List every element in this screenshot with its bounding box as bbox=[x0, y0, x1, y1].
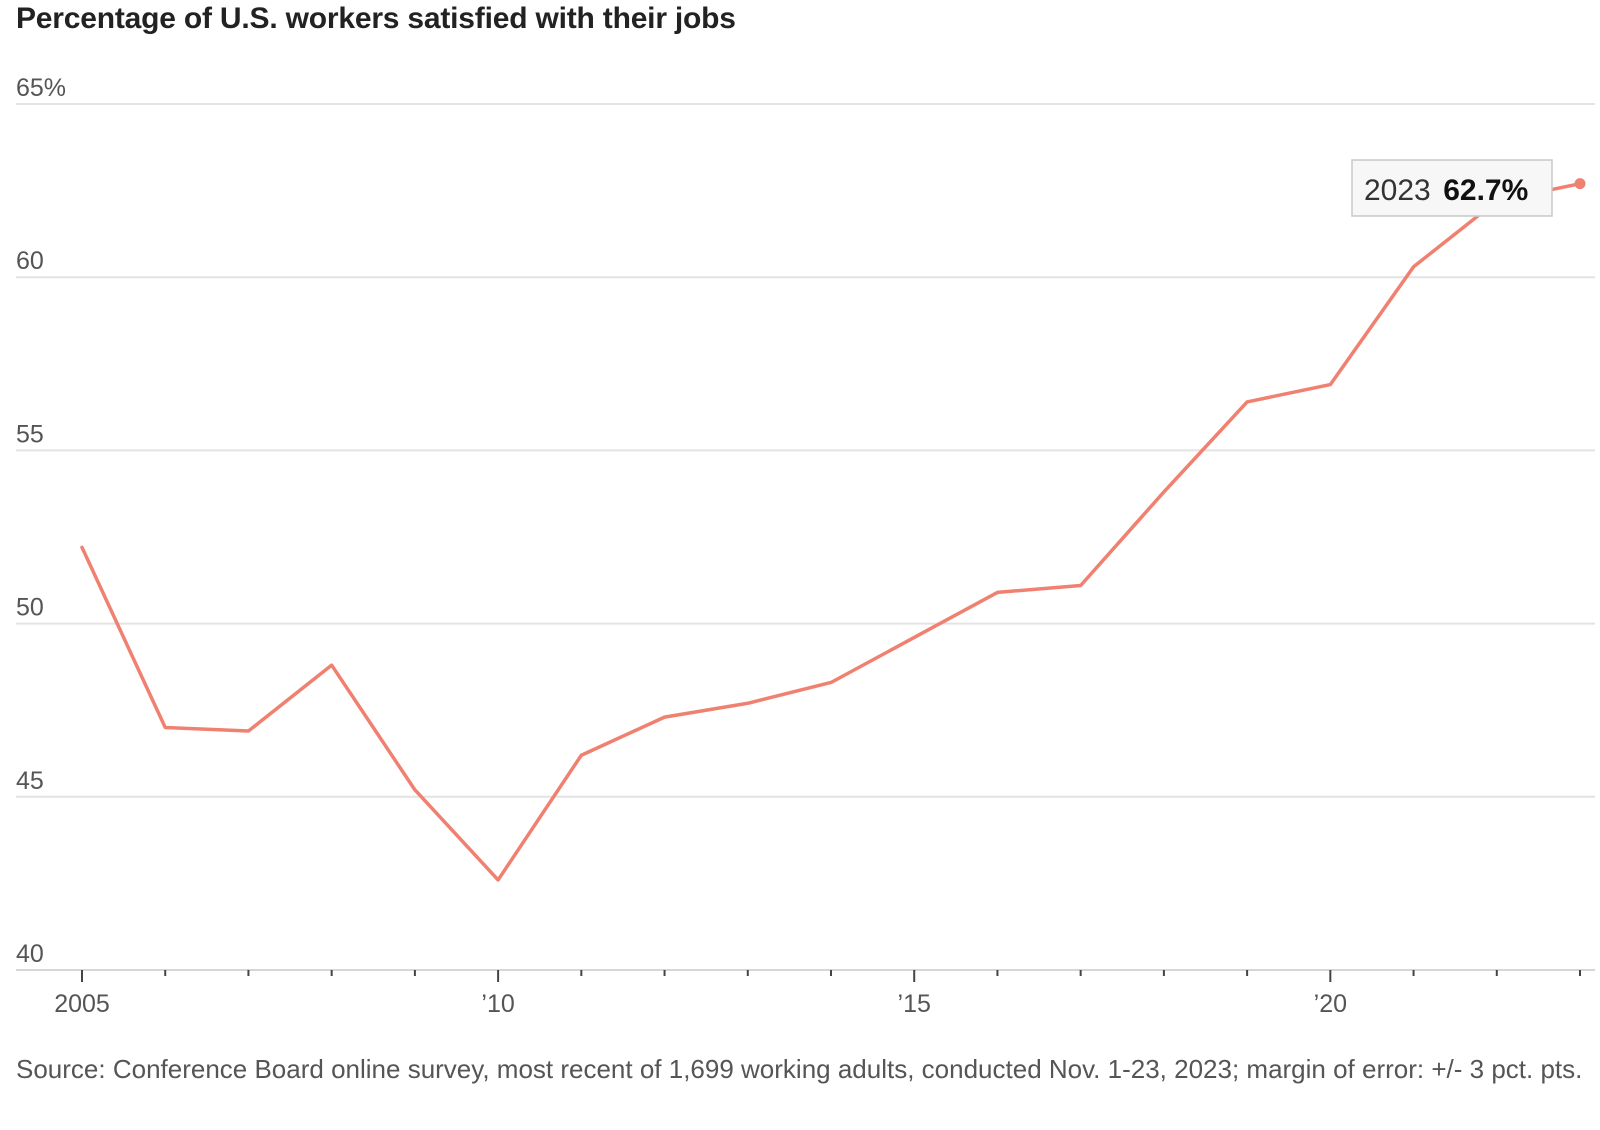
x-tick-label-2015: ’15 bbox=[898, 990, 931, 1018]
latest-value-callout: 2023 62.7% bbox=[1351, 159, 1553, 217]
y-tick-label-60: 60 bbox=[16, 247, 44, 275]
callout-value: 62.7% bbox=[1443, 174, 1528, 207]
callout-year: 2023 bbox=[1364, 174, 1431, 207]
line-chart: 65% 60 55 50 45 40 2005 ’10 ’15 ’20 2023 62.7% bbox=[16, 74, 1595, 1018]
chart-title: Percentage of U.S. workers satisfied wit… bbox=[16, 2, 736, 35]
x-tick-label-2020: ’20 bbox=[1314, 990, 1347, 1018]
x-tick-label-2005: 2005 bbox=[54, 990, 110, 1018]
latest-point-marker bbox=[1574, 178, 1586, 190]
x-tick-label-2010: ’10 bbox=[481, 990, 514, 1018]
series-layer bbox=[80, 178, 1586, 882]
y-tick-label-50: 50 bbox=[16, 594, 44, 622]
callout-box bbox=[1351, 159, 1553, 217]
series-line-0 bbox=[80, 181, 1582, 882]
y-tick-label-55: 55 bbox=[16, 420, 44, 448]
y-axis-ticks: 65% 60 55 50 45 40 bbox=[16, 74, 66, 968]
svg-text:2023 62.7%: 2023 62.7% bbox=[1364, 174, 1528, 207]
y-tick-label-65: 65% bbox=[16, 74, 66, 102]
y-tick-label-45: 45 bbox=[16, 767, 44, 795]
gridlines bbox=[16, 103, 1595, 798]
x-axis: 2005 ’10 ’15 ’20 bbox=[16, 969, 1595, 1018]
y-tick-label-40: 40 bbox=[16, 940, 44, 968]
source-note: Source: Conference Board online survey, … bbox=[16, 1054, 1583, 1084]
